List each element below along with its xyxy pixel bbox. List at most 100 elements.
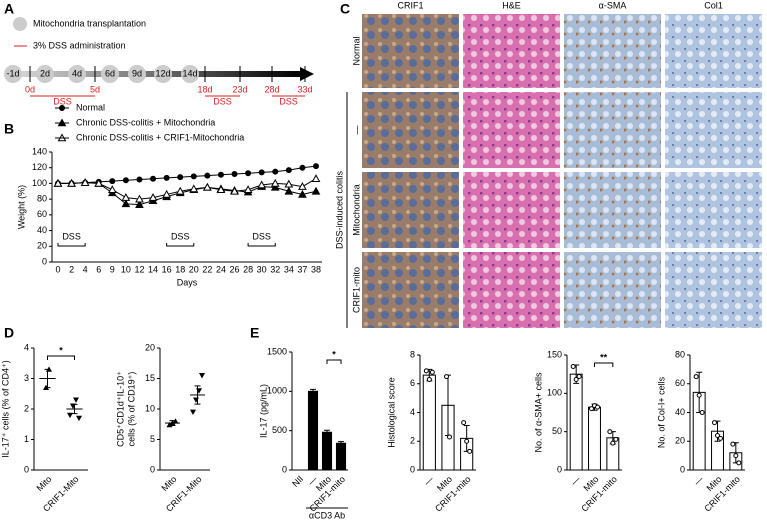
marker bbox=[270, 182, 280, 191]
histology-image bbox=[362, 14, 459, 88]
histology-image bbox=[564, 252, 661, 328]
timeline-node bbox=[68, 65, 86, 83]
marker bbox=[217, 171, 224, 178]
point bbox=[73, 397, 79, 403]
histology-image bbox=[463, 252, 560, 328]
y-tick-label: 20 bbox=[145, 342, 155, 352]
timeline-node bbox=[181, 65, 199, 83]
marker bbox=[121, 199, 131, 208]
x-tick-label: 30 bbox=[257, 264, 267, 274]
marker bbox=[243, 185, 253, 194]
marker bbox=[107, 185, 117, 194]
timeline-day: -1d bbox=[6, 68, 19, 78]
point bbox=[193, 397, 199, 403]
dss-mark: 23d bbox=[232, 84, 247, 94]
y-tick-label: 40 bbox=[37, 225, 47, 235]
y-tick-label: 500 bbox=[272, 425, 287, 435]
dss-bracket bbox=[57, 243, 86, 247]
y-tick-label: 50 bbox=[552, 426, 562, 436]
point bbox=[595, 404, 600, 410]
timeline-node bbox=[36, 65, 54, 83]
marker bbox=[258, 169, 265, 176]
y-tick-label: 3 bbox=[24, 373, 29, 383]
legend-text: Chronic DSS-colitis + CRIF1-Mitochondria bbox=[76, 132, 244, 142]
point bbox=[447, 434, 452, 440]
y-tick-label: 15 bbox=[145, 373, 155, 383]
timeline: Mitochondria transplantation 3% DSS admi… bbox=[5, 17, 314, 81]
y-tick-label: 0 bbox=[410, 464, 415, 474]
error-bar bbox=[338, 441, 344, 446]
legend-text: 3% DSS administration bbox=[33, 40, 126, 50]
y-tick-label: 4 bbox=[24, 342, 29, 352]
point bbox=[76, 415, 82, 422]
x-tick-label: Mito bbox=[34, 474, 53, 493]
point bbox=[464, 438, 470, 444]
y-axis-label: No. of Col-I+ cells bbox=[656, 376, 666, 448]
y-tick-label: 0 bbox=[150, 464, 155, 474]
point bbox=[70, 403, 76, 409]
x-tick-label: 20 bbox=[189, 264, 199, 274]
point bbox=[589, 406, 594, 412]
marker bbox=[311, 186, 321, 195]
point bbox=[610, 440, 616, 446]
column-header: Col1 bbox=[704, 0, 723, 10]
row-label: Normal bbox=[351, 36, 361, 65]
marker bbox=[148, 193, 158, 201]
y-tick-label: 60 bbox=[675, 378, 685, 388]
y-axis-label: No. of α-SMA+ cells bbox=[533, 372, 543, 452]
x-tick-label: — bbox=[422, 474, 435, 487]
y-tick-label: 0 bbox=[24, 464, 29, 474]
marker bbox=[231, 171, 238, 177]
row-label: Mitochondria bbox=[351, 184, 361, 236]
marker bbox=[270, 178, 280, 187]
x-tick-label: 34 bbox=[284, 264, 294, 274]
point bbox=[196, 388, 202, 394]
timeline-day: 6d bbox=[105, 68, 115, 78]
point bbox=[715, 433, 720, 438]
marker bbox=[204, 172, 211, 179]
x-tick-label: 2 bbox=[69, 264, 74, 274]
point bbox=[570, 364, 576, 369]
bar bbox=[422, 374, 436, 471]
dss-mark: 5d bbox=[90, 84, 100, 94]
marker bbox=[189, 184, 199, 193]
significance: * bbox=[332, 349, 336, 359]
dss-label: DSS bbox=[279, 96, 298, 106]
histology-image bbox=[564, 92, 661, 168]
x-tick-label: 9 bbox=[110, 264, 115, 274]
significance-bracket bbox=[47, 355, 75, 360]
point bbox=[718, 435, 723, 441]
bar bbox=[588, 406, 601, 471]
marker bbox=[121, 193, 131, 201]
dss-mark: 33d bbox=[297, 84, 312, 94]
marker bbox=[94, 178, 104, 187]
error-bar bbox=[310, 388, 316, 394]
y-tick-label: 6 bbox=[410, 378, 415, 388]
y-tick-label: 120 bbox=[32, 162, 47, 172]
marker bbox=[190, 173, 197, 180]
column-header: H&E bbox=[502, 0, 521, 10]
x-tick-label: 12 bbox=[134, 264, 144, 274]
point bbox=[607, 429, 613, 435]
point bbox=[573, 377, 579, 383]
histology-image bbox=[463, 172, 560, 248]
y-axis-label: Histological score bbox=[386, 377, 396, 448]
x-tick-label: 0 bbox=[55, 264, 60, 274]
marker bbox=[53, 178, 63, 187]
point bbox=[712, 420, 717, 426]
histology-image bbox=[362, 252, 459, 328]
column-header: CRIF1 bbox=[397, 0, 423, 10]
x-tick-label: Mito bbox=[159, 474, 178, 493]
significance-bracket bbox=[326, 359, 342, 364]
y-tick-label: 60 bbox=[37, 209, 47, 219]
y-tick-label: 1500 bbox=[267, 346, 287, 356]
histology-image bbox=[463, 14, 560, 88]
marker bbox=[216, 185, 226, 194]
point bbox=[693, 374, 699, 380]
point bbox=[426, 376, 432, 382]
significance: ** bbox=[600, 352, 608, 362]
point bbox=[730, 441, 736, 447]
point bbox=[199, 373, 205, 379]
timeline-day: 9d bbox=[132, 68, 142, 78]
